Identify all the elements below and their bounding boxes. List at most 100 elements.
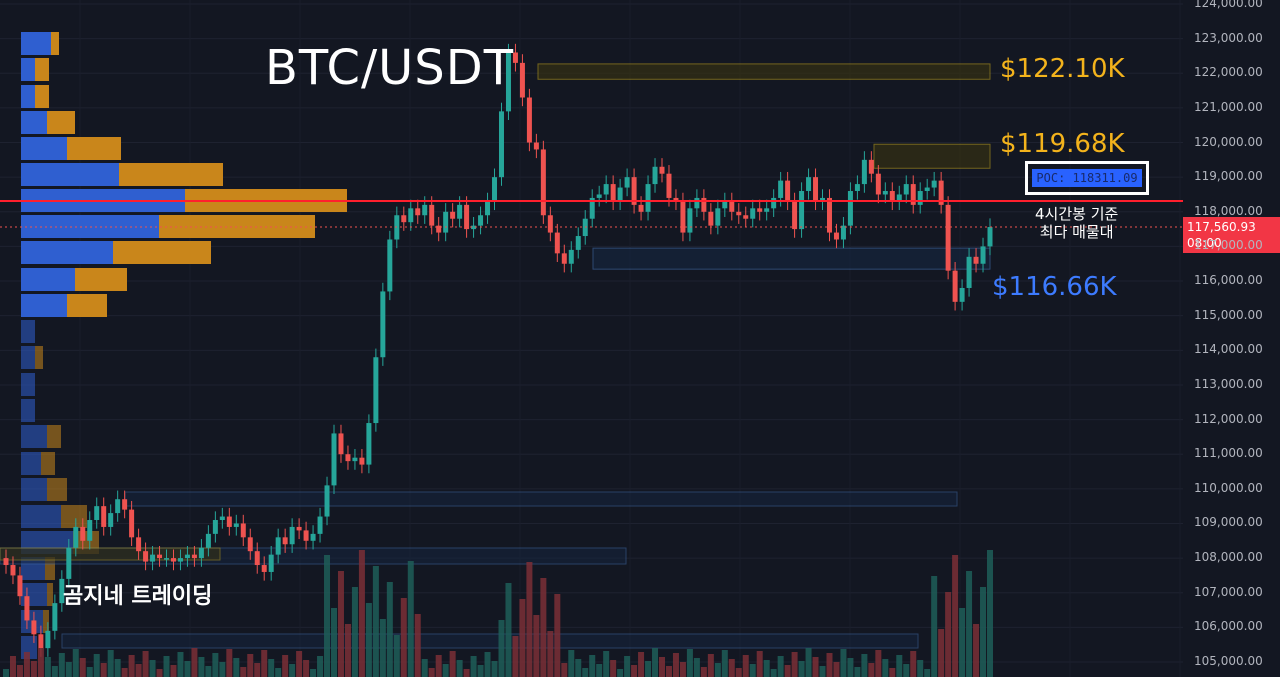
- volume-bar: [665, 666, 672, 677]
- candle-body: [450, 211, 456, 219]
- volume-profile-bar-buy: [21, 294, 67, 317]
- candle-body: [478, 215, 484, 226]
- volume-bar: [742, 655, 749, 677]
- price-tick-label: 116,000.00: [1194, 273, 1263, 288]
- volume-bar: [191, 648, 198, 677]
- volume-profile-bar-sell: [113, 241, 211, 264]
- candle-body: [101, 506, 107, 527]
- candle-body: [345, 454, 351, 462]
- volume-bar: [177, 652, 184, 677]
- volume-bar: [449, 651, 456, 677]
- candle-body: [415, 208, 421, 216]
- candle-body: [492, 177, 498, 202]
- candle-body: [847, 191, 853, 226]
- volume-bar: [219, 662, 226, 677]
- volume-bar: [561, 663, 568, 677]
- candle-body: [638, 204, 644, 212]
- volume-profile-bar-sell: [45, 557, 55, 580]
- price-tick-label: 109,000.00: [1194, 515, 1263, 530]
- volume-bar: [652, 648, 659, 677]
- volume-profile-bar-buy: [21, 478, 47, 501]
- price-tick-label: 120,000.00: [1194, 134, 1263, 149]
- candle-body: [331, 433, 337, 486]
- volume-bar: [763, 660, 770, 677]
- volume-bar: [973, 624, 980, 677]
- volume-bar: [582, 668, 589, 677]
- price-tick-label: 114,000.00: [1194, 342, 1263, 357]
- volume-bar: [882, 659, 889, 677]
- candle-body: [261, 565, 267, 572]
- volume-bar: [735, 668, 742, 677]
- candle-body: [533, 142, 539, 150]
- candle-body: [317, 516, 323, 534]
- volume-bar: [463, 669, 470, 677]
- volume-profile-bar-buy: [21, 58, 35, 81]
- candle-body: [464, 204, 470, 230]
- volume-bar: [37, 648, 44, 677]
- candle-body: [226, 516, 232, 527]
- volume-bar: [952, 555, 959, 677]
- candle-body: [268, 554, 274, 572]
- candle-body: [38, 634, 44, 649]
- candle-body: [191, 554, 197, 559]
- volume-bar: [100, 663, 107, 677]
- volume-bar: [777, 656, 784, 677]
- chart-title: BTC/USDT: [265, 40, 515, 96]
- volume-bar: [282, 655, 289, 677]
- candle-body: [722, 201, 728, 209]
- volume-bar: [268, 659, 275, 677]
- volume-bar: [784, 665, 791, 677]
- volume-profile-bar-sell: [47, 478, 67, 501]
- volume-bar: [617, 669, 624, 677]
- volume-profile-bar-sell: [51, 32, 59, 55]
- volume-bar: [812, 657, 819, 677]
- volume-bar: [889, 668, 896, 677]
- volume-bar: [512, 636, 519, 677]
- candle-body: [757, 208, 763, 212]
- volume-bar: [456, 660, 463, 677]
- candle-body: [198, 547, 204, 559]
- candle-body: [917, 191, 923, 205]
- price-tick-label: 122,000.00: [1194, 65, 1263, 80]
- candle-body: [959, 287, 965, 302]
- price-tick-label: 115,000.00: [1194, 307, 1263, 322]
- volume-profile-bar-buy: [21, 32, 51, 55]
- volume-profile-bar-sell: [119, 163, 223, 186]
- volume-bar: [896, 655, 903, 677]
- volume-bar: [379, 619, 386, 677]
- price-tick-label: 118,000.00: [1194, 203, 1263, 218]
- price-tick-label: 112,000.00: [1194, 411, 1263, 426]
- volume-bar: [324, 555, 331, 677]
- volume-bar: [400, 598, 407, 677]
- volume-bar: [128, 655, 135, 677]
- candle-body: [17, 575, 23, 597]
- volume-bar: [198, 657, 205, 677]
- volume-bar: [917, 660, 924, 677]
- volume-bar: [135, 664, 142, 677]
- poc-box: POC: 118311.09: [1025, 161, 1149, 195]
- candle-body: [31, 620, 37, 635]
- candle-body: [59, 578, 65, 604]
- candle-body: [875, 173, 881, 195]
- candle-body: [931, 180, 937, 188]
- candle-body: [624, 177, 630, 188]
- volume-bar: [547, 631, 554, 677]
- volume-bar: [707, 654, 714, 677]
- candle-body: [240, 523, 246, 538]
- candle-body: [861, 159, 867, 185]
- volume-bar: [477, 665, 484, 677]
- current-price-tag: 117,560.93 08:00: [1183, 217, 1280, 253]
- candle-body: [882, 191, 888, 195]
- candle-body: [896, 194, 902, 202]
- candle-body: [184, 554, 190, 559]
- candle-body: [645, 184, 651, 212]
- volume-bar: [798, 661, 805, 677]
- volume-bar: [421, 659, 428, 677]
- price-axis: [1183, 0, 1280, 677]
- price-tick-label: 106,000.00: [1194, 619, 1263, 634]
- candle-body: [177, 558, 183, 562]
- candle-body: [833, 232, 839, 240]
- candle-body: [840, 225, 846, 240]
- volume-bar: [505, 583, 512, 677]
